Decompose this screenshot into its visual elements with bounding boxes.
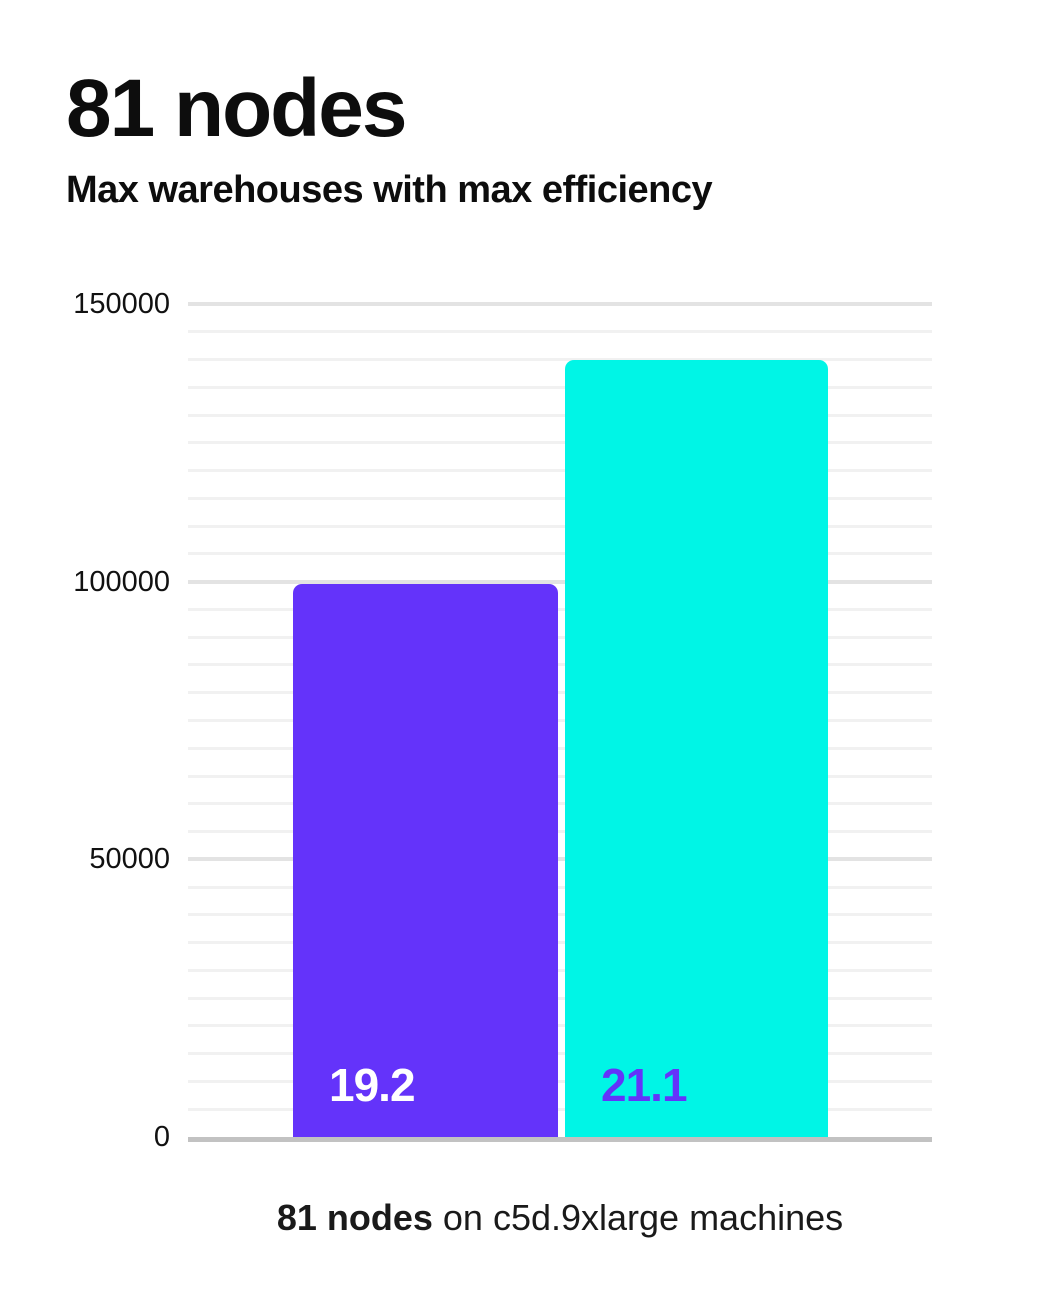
caption-regular-text: on c5d.9xlarge machines [432,1197,844,1238]
gridline-minor [188,968,932,972]
bar-value-label: 19.2 [329,1059,416,1111]
bar-value-label: 21.1 [601,1059,688,1111]
gridline-minor [188,719,932,722]
gridline-minor [188,774,932,778]
gridline-minor [188,330,932,334]
bar-21.1 [565,359,828,1137]
gridline-minor [188,663,932,667]
gridline-minor [188,552,932,556]
y-axis-tick-label: 0 [153,1121,170,1153]
gridline-minor [188,385,932,389]
bar-chart-plot-area: 0 50000 100000 150000 19.2 21.1 [73,288,932,1153]
chart-subtitle: Max warehouses with max efficiency [66,169,713,211]
gridline-minor [188,1052,932,1056]
gridline-minor [188,441,932,445]
gridline-minor [188,830,932,834]
y-axis-tick-label: 50000 [89,843,170,876]
gridline-minor [188,635,932,639]
chart-card: 81 nodes Max warehouses with max efficie… [66,63,932,1239]
gridline-minor [188,913,932,917]
gridline-minor [188,496,932,500]
gridline-minor [188,1024,932,1028]
y-axis-tick-label: 100000 [73,565,170,598]
gridline-minor [188,996,932,1000]
caption-bold-text: 81 nodes [276,1197,433,1238]
gridline-minor [188,1107,932,1111]
gridline-minor [188,941,932,945]
chart-caption: 81 nodes on c5d.9xlarge machines [188,1196,932,1239]
gridline-minor [188,885,932,889]
x-axis-line [188,1137,932,1142]
gridline-minor [188,802,932,806]
gridline-minor [188,691,932,695]
gridline-minor [188,607,932,611]
gridline-minor [188,1079,932,1083]
chart-title: 81 nodes [66,63,407,154]
gridline-major [188,579,932,584]
gridline-major [188,857,932,862]
gridline-minor [188,469,932,473]
gridline-minor [188,524,932,528]
gridline-major [188,302,932,306]
y-axis-tick-label: 150000 [73,288,170,320]
gridline-minor [188,413,932,417]
gridline-minor [188,358,932,362]
gridline-minor [188,746,932,750]
bar-19.2 [293,584,558,1137]
